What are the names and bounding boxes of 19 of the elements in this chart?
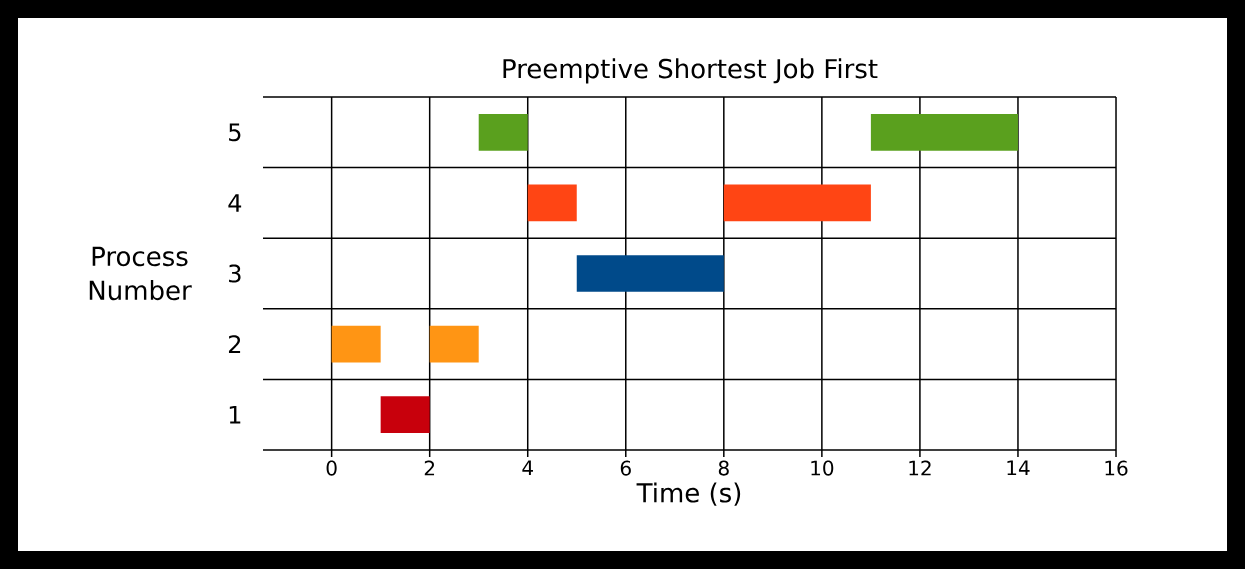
bar xyxy=(576,255,724,292)
x-tick-label: 14 xyxy=(1007,460,1030,476)
y-tick-label: 2 xyxy=(228,335,241,354)
x-tick-label: 8 xyxy=(718,460,729,476)
bar xyxy=(380,396,430,434)
x-tick-label: 12 xyxy=(909,460,931,476)
x-tick-label: 10 xyxy=(811,460,834,476)
x-tick-label: 4 xyxy=(522,460,533,476)
y-tick-label: 5 xyxy=(229,123,241,142)
x-tick-label: 16 xyxy=(1105,460,1128,476)
y-axis-title: Process Number xyxy=(89,246,192,301)
y-tick-label: 1 xyxy=(229,405,241,424)
y-tick-label: 4 xyxy=(228,194,242,212)
chart-title: Preemptive Shortest Job First xyxy=(503,58,878,84)
x-tick-label: 6 xyxy=(620,460,631,476)
x-tick-label: 2 xyxy=(424,460,435,476)
x-axis-title: Time (s) xyxy=(636,482,741,506)
y-tick-label: 3 xyxy=(229,264,241,283)
x-tick-label: 0 xyxy=(326,460,337,476)
